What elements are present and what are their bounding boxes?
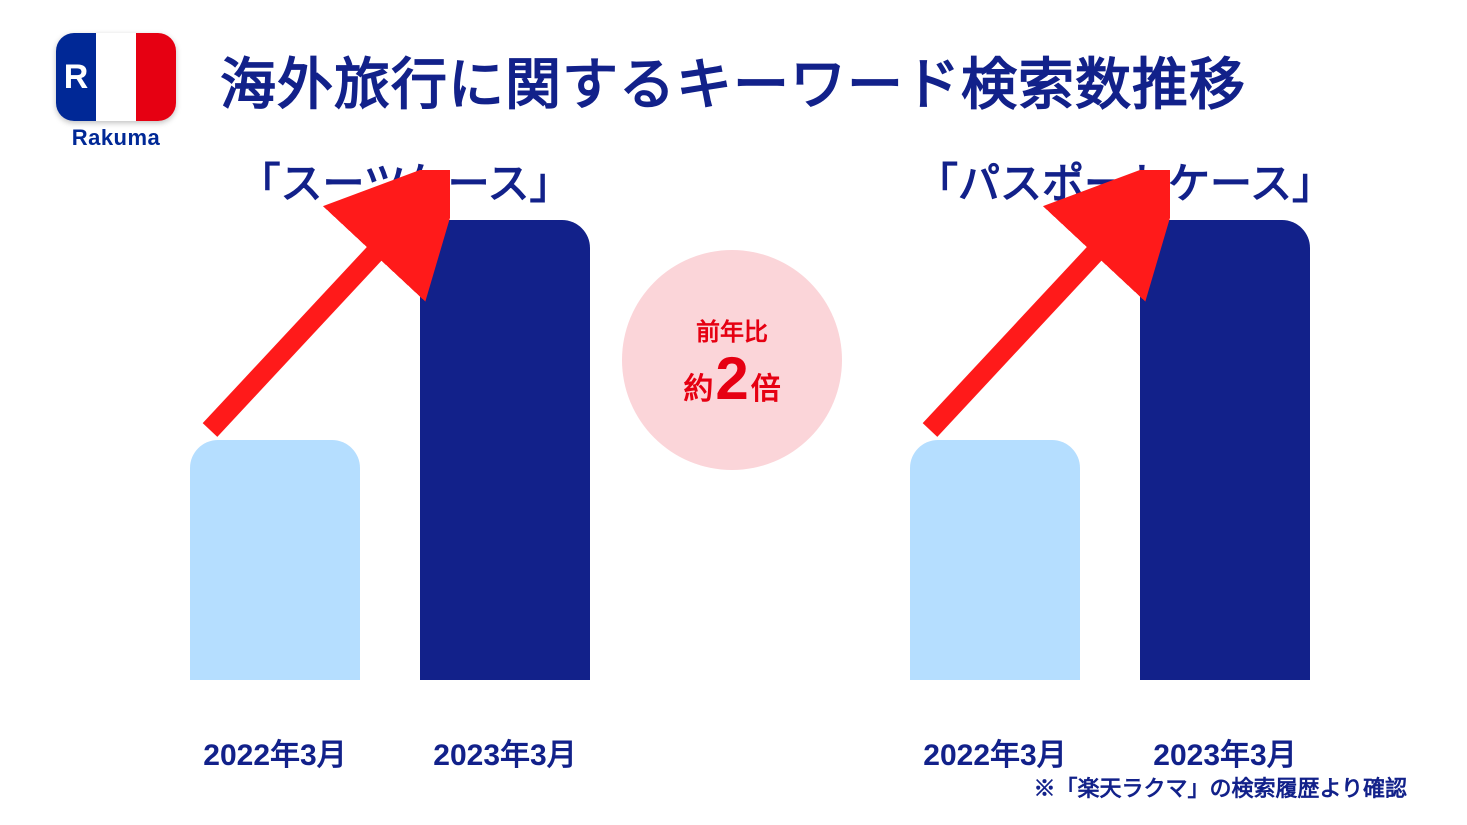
ratio-badge: 前年比 約 2 倍: [622, 250, 842, 470]
badge-multiplier: 2: [713, 349, 750, 409]
chart-title: 「スーツケース」: [170, 150, 640, 211]
bar-2022: [910, 440, 1080, 680]
logo-stripe-white: [96, 33, 136, 121]
infographic-stage: R Rakuma 海外旅行に関するキーワード検索数推移 「スーツケース」 202…: [0, 0, 1467, 825]
badge-suffix: 倍: [751, 364, 781, 408]
brand-label: Rakuma: [56, 125, 176, 151]
logo-stripe-red: [136, 33, 176, 121]
bar-2022: [190, 440, 360, 680]
bar-2023: [1140, 220, 1310, 680]
badge-line2: 約 2 倍: [683, 349, 780, 409]
xlabel-2022: 2022年3月: [175, 730, 375, 774]
brand-logo: R Rakuma: [56, 33, 176, 151]
badge-line1: 前年比: [696, 312, 768, 347]
chart-suitcase: 「スーツケース」 2022年3月 2023年3月: [170, 150, 640, 740]
badge-prefix: 約: [683, 364, 713, 408]
logo-stripe-blue: R: [56, 33, 96, 121]
chart-bars: [170, 210, 640, 680]
brand-logo-icon: R: [56, 33, 176, 121]
growth-arrow-icon: [200, 170, 450, 470]
logo-letter: R: [64, 60, 89, 94]
xlabel-2023: 2023年3月: [1125, 730, 1325, 774]
page-title: 海外旅行に関するキーワード検索数推移: [220, 40, 1246, 121]
xlabel-2022: 2022年3月: [895, 730, 1095, 774]
xlabel-2023: 2023年3月: [405, 730, 605, 774]
footnote: ※「楽天ラクマ」の検索履歴より確認: [1033, 771, 1407, 803]
bar-2023: [420, 220, 590, 680]
chart-bars: [890, 210, 1360, 680]
growth-arrow-icon: [920, 170, 1170, 470]
chart-title: 「パスポートケース」: [890, 150, 1360, 211]
chart-passportcase: 「パスポートケース」 2022年3月 2023年3月: [890, 150, 1360, 740]
